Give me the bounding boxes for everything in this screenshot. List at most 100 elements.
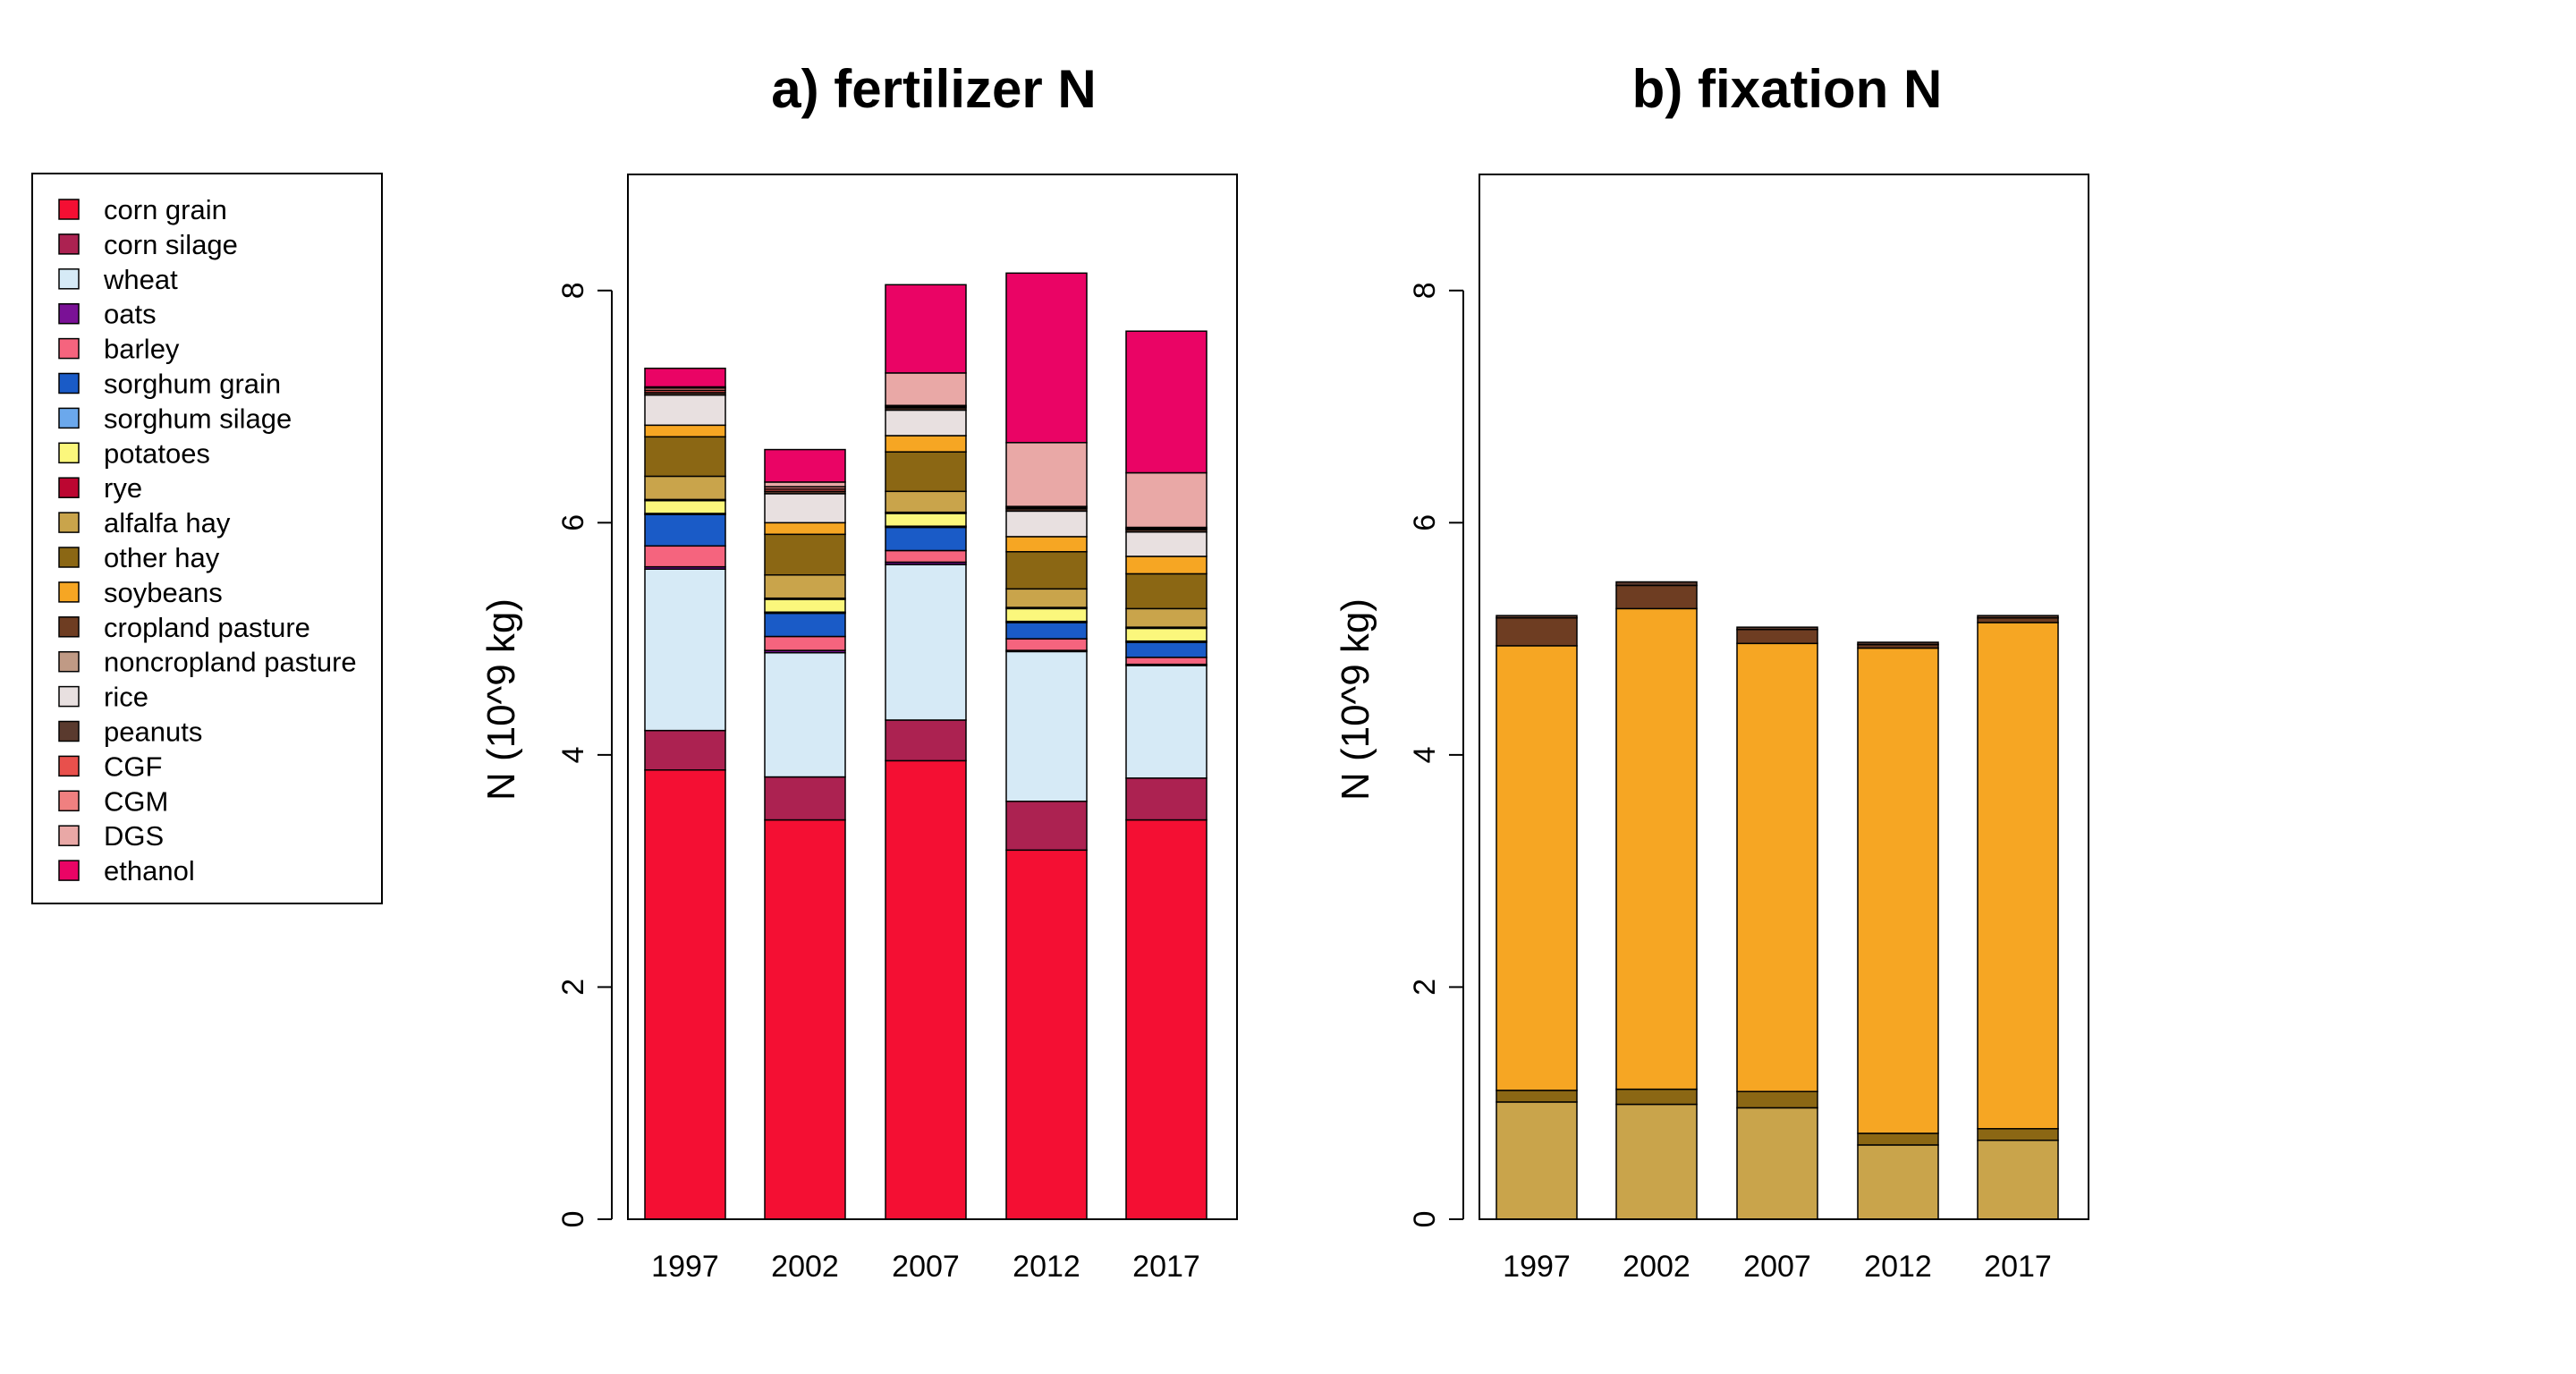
- bar-segment: [764, 522, 846, 536]
- plot-frame: [1479, 174, 2089, 1220]
- bar-segment: [1005, 551, 1088, 590]
- bar-segment: [1125, 471, 1208, 529]
- bars: [644, 272, 1208, 1220]
- bar-segment: [764, 651, 846, 778]
- bar-segment: [1005, 442, 1088, 507]
- y-axis-label: N (10^9 kg): [479, 598, 523, 801]
- bar-segment: [1125, 607, 1208, 628]
- bar-segment: [1005, 622, 1088, 640]
- bar-stack-2012: [1005, 272, 1088, 1220]
- y-tick-label: 0: [556, 1211, 590, 1228]
- legend-label: DGS: [104, 820, 164, 852]
- bar-segment: [644, 729, 726, 771]
- legend-swatch: [58, 407, 80, 429]
- bar-stack-2002: [1615, 581, 1698, 1220]
- legend-swatch: [58, 442, 80, 464]
- bar-segment: [1977, 622, 2059, 1130]
- bar-segment: [1005, 650, 1088, 802]
- bar-segment: [1005, 272, 1088, 444]
- legend-swatch: [58, 337, 80, 360]
- legend-swatch: [58, 581, 80, 603]
- bar-segment: [764, 481, 846, 488]
- x-tick-label: 2007: [892, 1250, 960, 1284]
- bar-stack-1997: [644, 367, 726, 1220]
- y-axis: 0 2 4 6 8: [556, 282, 613, 1228]
- legend-item: wheat: [58, 264, 178, 295]
- legend-label: barley: [104, 334, 180, 365]
- legend-swatch: [58, 199, 80, 220]
- legend-swatch: [58, 477, 80, 498]
- bar-segment: [1615, 1103, 1698, 1220]
- bar-segment: [1857, 1132, 1939, 1146]
- legend-swatch: [58, 616, 80, 638]
- legend-label: rice: [104, 682, 148, 713]
- legend-label: sorghum grain: [104, 369, 281, 400]
- bar-segment: [885, 490, 967, 513]
- legend-swatch: [58, 790, 80, 812]
- x-tick-label: 1997: [651, 1250, 719, 1284]
- bar-segment: [1125, 330, 1208, 474]
- panel-title: a) fertilizer N: [771, 59, 1096, 119]
- bar-segment: [1125, 777, 1208, 821]
- legend-item: alfalfa hay: [58, 507, 231, 539]
- legend-item: ethanol: [58, 855, 195, 886]
- legend-label: noncropland pasture: [104, 647, 357, 678]
- bar-segment: [1857, 647, 1939, 1134]
- y-tick-label: 6: [556, 514, 590, 531]
- bar-segment: [644, 367, 726, 388]
- bar-segment: [644, 475, 726, 501]
- bar-segment: [1496, 615, 1578, 619]
- bar-segment: [1125, 665, 1208, 779]
- bar-segment: [644, 394, 726, 427]
- bar-segment: [1005, 638, 1088, 651]
- legend-label: wheat: [103, 264, 178, 295]
- x-axis-labels: 1997 2002 2007 2012 2017: [651, 1250, 1200, 1284]
- bar-segment: [764, 612, 846, 638]
- bar-segment: [1977, 615, 2059, 619]
- bar-stack-2002: [764, 448, 846, 1220]
- bar-stack-2007: [885, 284, 967, 1220]
- legend-swatch: [58, 512, 80, 533]
- legend-swatch: [58, 547, 80, 568]
- legend-swatch: [58, 860, 80, 881]
- y-tick-label: 8: [1408, 282, 1442, 299]
- legend-swatch: [58, 825, 80, 846]
- bar-segment: [1496, 617, 1578, 647]
- legend-item: oats: [58, 299, 157, 330]
- x-tick-label: 2007: [1743, 1250, 1811, 1284]
- legend-item: other hay: [58, 542, 220, 573]
- legend-label: peanuts: [104, 717, 202, 748]
- bar-segment: [885, 409, 967, 437]
- bar-segment: [1857, 1144, 1939, 1220]
- bar-segment: [1736, 628, 1818, 645]
- legend-box: [31, 173, 383, 904]
- bar-segment: [1736, 1107, 1818, 1220]
- x-tick-label: 2012: [1013, 1250, 1080, 1284]
- bar-segment: [885, 719, 967, 762]
- bar-segment: [764, 818, 846, 1220]
- legend-item: soybeans: [58, 577, 223, 608]
- bar-segment: [1005, 536, 1088, 553]
- x-tick-label: 1997: [1503, 1250, 1571, 1284]
- bar-segment: [764, 776, 846, 821]
- y-tick-label: 4: [1408, 746, 1442, 763]
- bar-segment: [1736, 642, 1818, 1092]
- bar-segment: [1736, 626, 1818, 631]
- x-tick-label: 2002: [1623, 1250, 1690, 1284]
- legend-label: soybeans: [104, 577, 223, 608]
- panel-title: b) fixation N: [1632, 59, 1943, 119]
- x-tick-label: 2002: [771, 1250, 839, 1284]
- bar-segment: [644, 513, 726, 547]
- bar-segment: [1977, 1140, 2059, 1220]
- x-tick-label: 2017: [1984, 1250, 2052, 1284]
- legend-item: CGM: [58, 785, 168, 817]
- legend-swatch: [58, 650, 80, 673]
- bar-segment: [1125, 556, 1208, 575]
- bar-segment: [885, 549, 967, 564]
- legend-swatch: [58, 372, 80, 394]
- bar-segment: [1496, 645, 1578, 1091]
- legend-label: cropland pasture: [104, 612, 310, 643]
- bar-segment: [1615, 1088, 1698, 1106]
- bar-segment: [1615, 584, 1698, 610]
- bar-segment: [1125, 627, 1208, 642]
